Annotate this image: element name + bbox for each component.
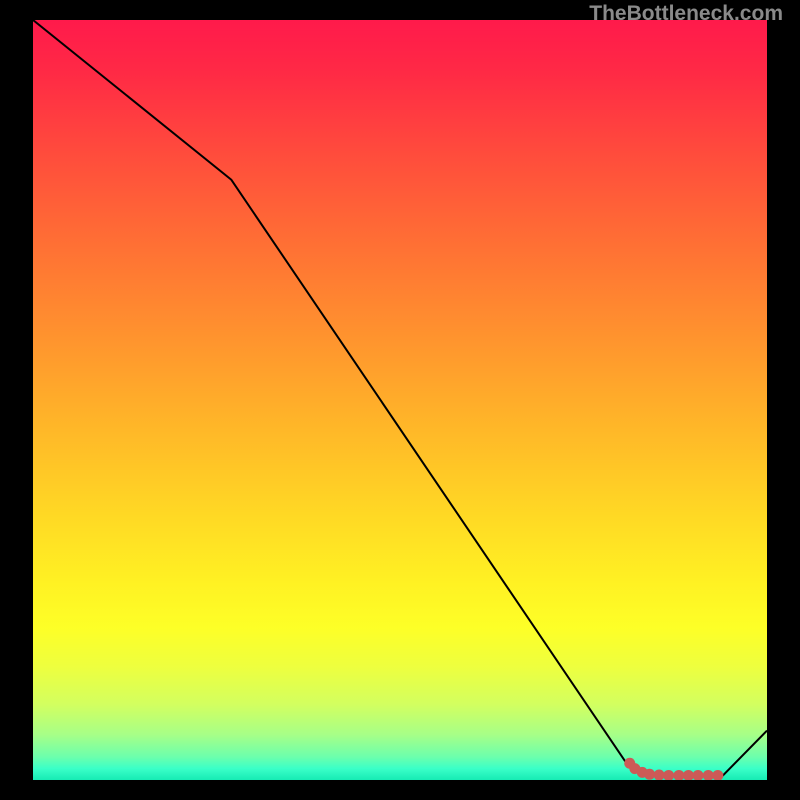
bottleneck-chart [33,20,767,780]
gradient-background [33,20,767,780]
optimal-marker [644,769,655,780]
watermark-text: TheBottleneck.com [589,2,783,26]
chart-container: TheBottleneck.com [0,0,800,800]
